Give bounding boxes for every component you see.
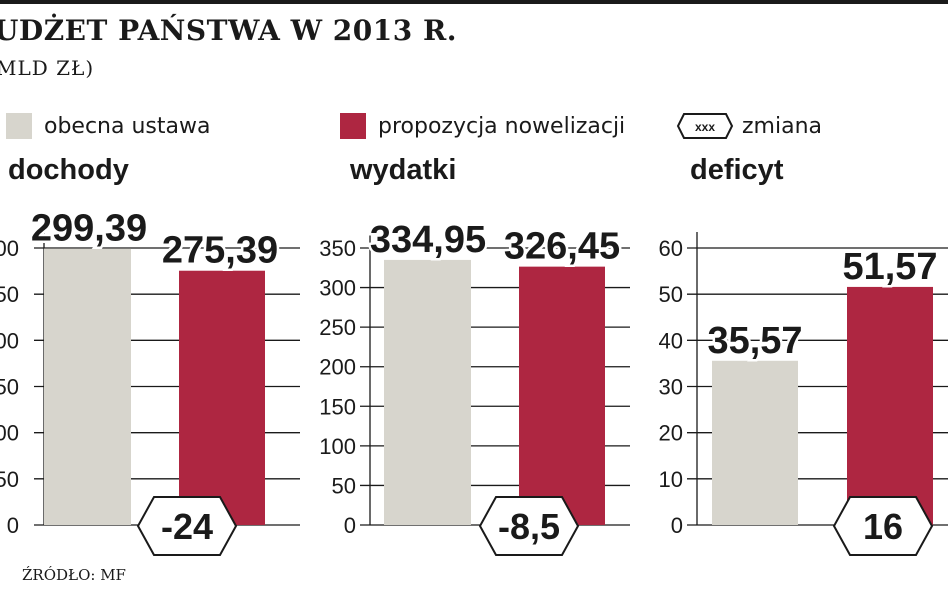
y-tick-label: 00 [0,236,19,261]
y-tick-label: 150 [319,394,356,419]
y-tick-label: 200 [319,355,356,380]
panel-title-deficyt: deficyt [690,154,784,186]
y-tick-label: 10 [659,467,683,492]
y-tick-label: 0 [671,513,683,538]
legend-item-change: xxx zmiana [676,108,822,144]
bar-value-label: 326,45 [504,226,620,268]
y-tick-label: 250 [319,315,356,340]
y-tick-label: 20 [659,421,683,446]
legend-label-current: obecna ustawa [44,113,211,139]
chart-subtitle: MLD ZŁ) [0,56,95,80]
change-value-label: 16 [863,506,903,547]
y-tick-label: 100 [319,434,356,459]
panel-title-dochody: dochody [8,154,129,186]
y-tick-label: 50 [659,282,683,307]
y-tick-label: 50 [0,375,19,400]
bar-current [44,248,131,525]
legend-label-proposal: propozycja nowelizacji [378,113,626,139]
panel-title-wydatki: wydatki [350,154,457,186]
legend-swatch-current [6,113,32,139]
bar-value-label: 275,39 [162,230,278,272]
source-note: ŹRÓDŁO: MF [22,566,126,584]
change-badge [478,496,580,556]
y-tick-label: 30 [659,375,683,400]
bar-value-label: 51,57 [842,246,937,288]
y-tick-label: 300 [319,276,356,301]
bar-proposal [847,286,933,525]
y-tick-label: 350 [319,236,356,261]
y-tick-label: 50 [332,473,356,498]
change-badge-icon: xxx [676,113,734,139]
bar-current [384,259,471,525]
legend-item-proposal: propozycja nowelizacji [340,108,625,144]
y-tick-label: 60 [659,236,683,261]
bar-proposal [179,270,265,525]
bar-value-label: 334,95 [370,219,486,261]
change-value-label: -8,5 [498,506,560,547]
bar-proposal [519,266,605,525]
y-tick-label: 50 [0,282,19,307]
y-tick-label: 0 [344,513,356,538]
legend-swatch-proposal [340,113,366,139]
y-tick-label: 00 [0,421,19,446]
legend-item-current: obecna ustawa [6,108,210,144]
chart-title: UDŻET PAŃSTWA W 2013 R. [0,14,457,47]
y-tick-label: 00 [0,328,19,353]
y-tick-label: 50 [0,467,19,492]
legend-change-icon-text: xxx [695,120,715,134]
bar-current [712,360,798,525]
y-tick-label: 40 [659,328,683,353]
top-rule [0,0,948,4]
change-badge [136,496,238,556]
bar-value-label: 299,39 [31,208,147,250]
bar-value-label: 35,57 [707,320,802,362]
y-tick-label: 0 [7,513,19,538]
legend-label-change: zmiana [742,113,822,139]
change-badge [832,496,934,556]
change-value-label: -24 [161,506,213,547]
